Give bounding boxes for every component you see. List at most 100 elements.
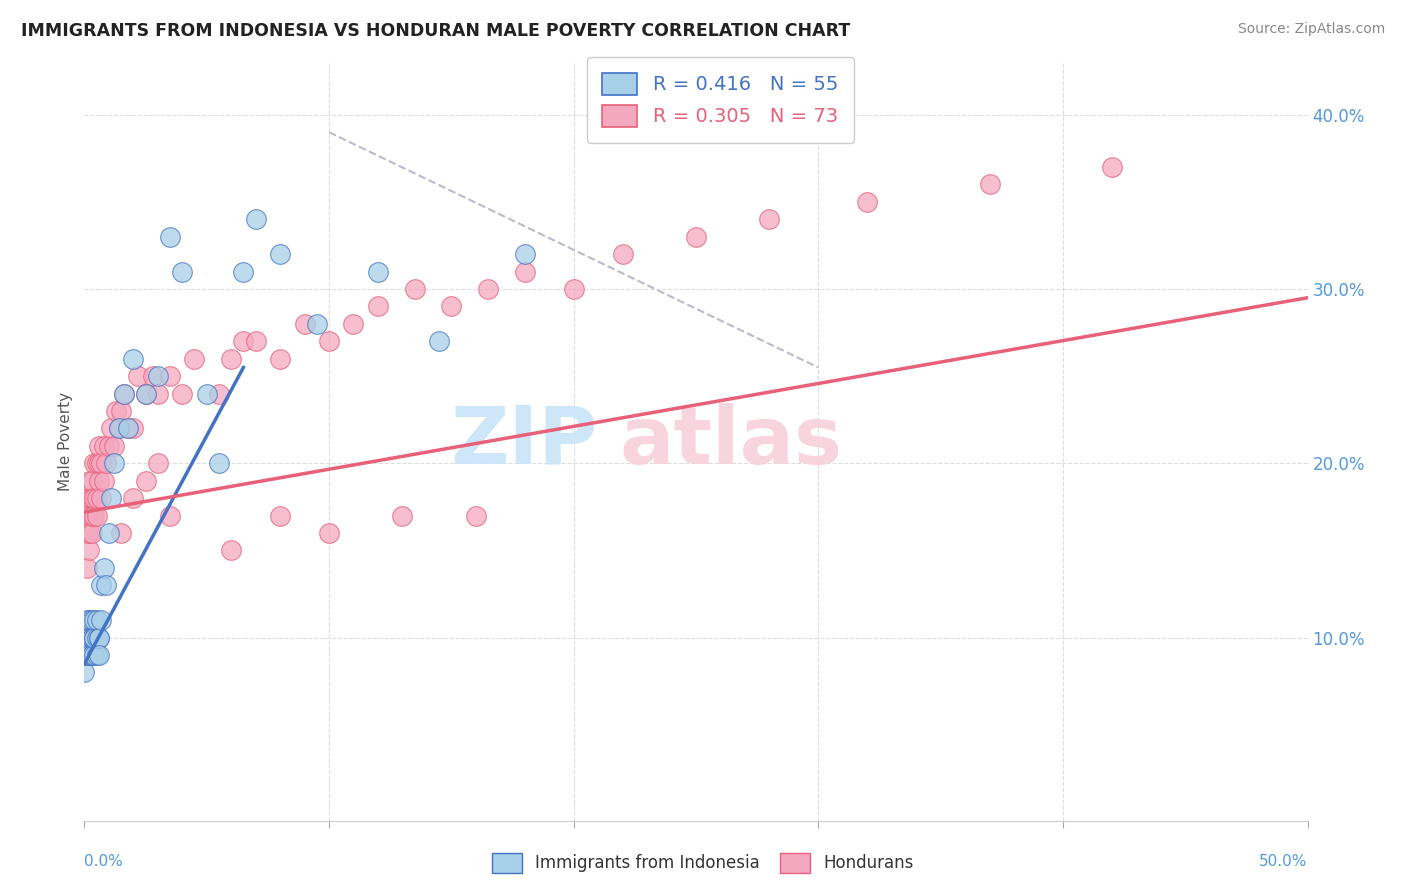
- Point: [96, 456, 118, 470]
- Point: [135, 386, 157, 401]
- Point: [172, 386, 194, 401]
- Point: [477, 282, 499, 296]
- Point: [86, 631, 108, 645]
- Point: [86, 648, 108, 662]
- Point: [86, 508, 108, 523]
- Text: 50.0%: 50.0%: [1260, 855, 1308, 869]
- Point: [318, 334, 340, 349]
- Point: [122, 491, 145, 506]
- Legend: Immigrants from Indonesia, Hondurans: Immigrants from Indonesia, Hondurans: [485, 847, 921, 880]
- Point: [77, 648, 100, 662]
- Point: [77, 631, 100, 645]
- Point: [76, 508, 98, 523]
- Legend: R = 0.416   N = 55, R = 0.305   N = 73: R = 0.416 N = 55, R = 0.305 N = 73: [586, 57, 853, 143]
- Point: [97, 439, 120, 453]
- Point: [562, 282, 585, 296]
- Point: [172, 264, 194, 278]
- Point: [208, 456, 231, 470]
- Text: ZIP: ZIP: [451, 402, 598, 481]
- Point: [93, 474, 115, 488]
- Point: [232, 334, 254, 349]
- Point: [76, 631, 98, 645]
- Point: [513, 247, 536, 261]
- Point: [87, 631, 110, 645]
- Point: [856, 194, 879, 209]
- Point: [269, 351, 291, 366]
- Point: [219, 351, 242, 366]
- Point: [110, 404, 132, 418]
- Point: [77, 474, 100, 488]
- Point: [159, 229, 181, 244]
- Point: [146, 456, 169, 470]
- Point: [427, 334, 450, 349]
- Point: [90, 578, 112, 592]
- Point: [77, 631, 100, 645]
- Point: [122, 351, 145, 366]
- Point: [80, 491, 103, 506]
- Point: [83, 631, 105, 645]
- Point: [90, 491, 112, 506]
- Point: [80, 613, 103, 627]
- Point: [87, 439, 110, 453]
- Point: [208, 386, 231, 401]
- Text: 0.0%: 0.0%: [84, 855, 124, 869]
- Point: [77, 613, 100, 627]
- Point: [83, 631, 105, 645]
- Point: [83, 613, 105, 627]
- Point: [77, 526, 100, 541]
- Point: [80, 631, 103, 645]
- Point: [103, 439, 125, 453]
- Point: [76, 631, 98, 645]
- Point: [73, 665, 96, 680]
- Point: [305, 317, 328, 331]
- Point: [110, 526, 132, 541]
- Point: [80, 474, 103, 488]
- Point: [77, 491, 100, 506]
- Point: [117, 421, 139, 435]
- Point: [103, 456, 125, 470]
- Point: [979, 178, 1001, 192]
- Point: [86, 491, 108, 506]
- Point: [76, 613, 98, 627]
- Point: [83, 648, 105, 662]
- Point: [87, 474, 110, 488]
- Point: [86, 456, 108, 470]
- Point: [127, 369, 149, 384]
- Point: [100, 421, 122, 435]
- Point: [80, 508, 103, 523]
- Point: [122, 421, 145, 435]
- Point: [80, 648, 103, 662]
- Point: [105, 404, 128, 418]
- Point: [86, 613, 108, 627]
- Point: [83, 491, 105, 506]
- Point: [93, 561, 115, 575]
- Point: [83, 456, 105, 470]
- Point: [77, 648, 100, 662]
- Text: IMMIGRANTS FROM INDONESIA VS HONDURAN MALE POVERTY CORRELATION CHART: IMMIGRANTS FROM INDONESIA VS HONDURAN MA…: [21, 22, 851, 40]
- Point: [77, 543, 100, 558]
- Point: [76, 491, 98, 506]
- Point: [112, 386, 135, 401]
- Point: [367, 300, 389, 314]
- Point: [146, 386, 169, 401]
- Point: [107, 421, 129, 435]
- Point: [80, 631, 103, 645]
- Point: [80, 648, 103, 662]
- Point: [90, 456, 112, 470]
- Point: [93, 439, 115, 453]
- Point: [77, 631, 100, 645]
- Point: [183, 351, 205, 366]
- Point: [100, 491, 122, 506]
- Point: [404, 282, 426, 296]
- Point: [80, 631, 103, 645]
- Point: [195, 386, 218, 401]
- Point: [464, 508, 486, 523]
- Point: [97, 526, 120, 541]
- Point: [513, 264, 536, 278]
- Point: [245, 334, 267, 349]
- Point: [90, 613, 112, 627]
- Point: [440, 300, 463, 314]
- Point: [76, 561, 98, 575]
- Point: [232, 264, 254, 278]
- Point: [159, 508, 181, 523]
